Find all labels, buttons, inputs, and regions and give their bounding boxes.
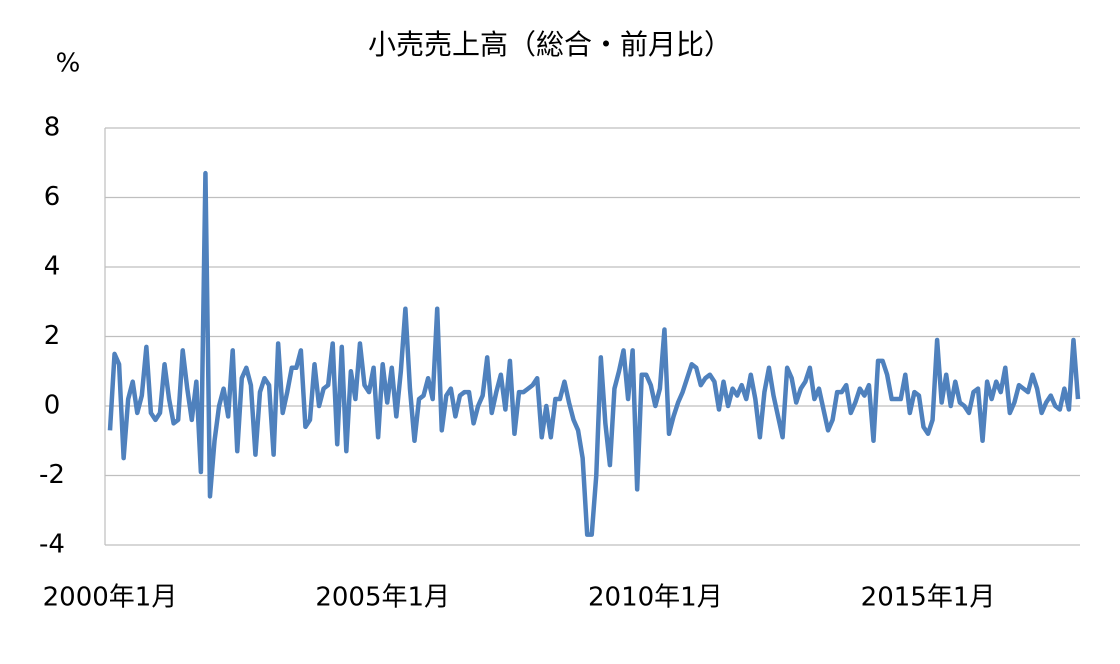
data-line <box>107 170 1081 537</box>
y-axis-label: % <box>56 49 81 79</box>
y-tick-label: 8 <box>44 113 61 143</box>
y-tick-label: 4 <box>44 252 61 282</box>
chart-title: 小売売上高（総合・前月比） <box>368 28 732 61</box>
y-tick-label: 0 <box>44 391 61 421</box>
x-tick-label: 2005年1月 <box>315 583 450 613</box>
y-tick-label: -2 <box>39 460 65 490</box>
x-tick-label: 2010年1月 <box>588 583 723 613</box>
y-tick-label: 2 <box>44 321 61 351</box>
y-tick-label: 6 <box>44 182 61 212</box>
y-tick-label: -4 <box>39 530 65 560</box>
x-tick-label: 2015年1月 <box>861 583 996 613</box>
x-tick-label: 2000年1月 <box>43 583 178 613</box>
